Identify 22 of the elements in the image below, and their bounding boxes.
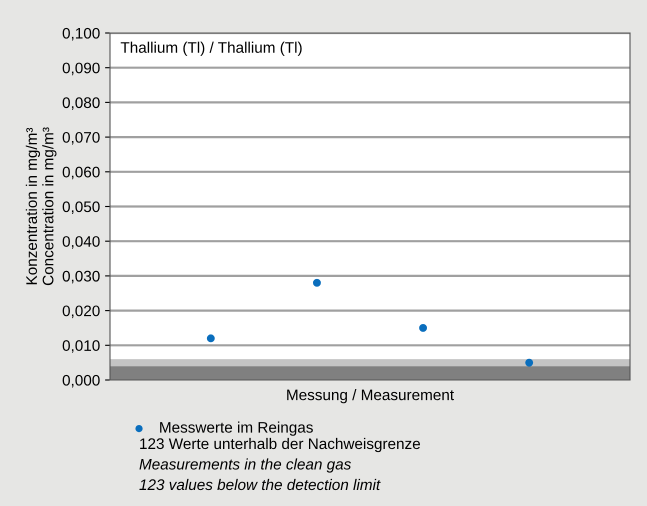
point bbox=[419, 324, 428, 332]
text: Thallium (Tl) / Thallium (Tl) bbox=[120, 42, 302, 56]
text: 123 Werte unterhalb der Nachweisgrenze bbox=[140, 438, 420, 452]
y-tick-label: 0,040 bbox=[62, 236, 100, 249]
y-tick-label: 0,100 bbox=[62, 28, 100, 40]
y-tick-label: 0,070 bbox=[62, 132, 100, 145]
y-tick-label: 0,090 bbox=[62, 62, 100, 76]
point bbox=[525, 358, 534, 367]
y-axis-title: Konzentration in mg/m³ Concentration in mg/m³ bbox=[26, 127, 56, 286]
point bbox=[206, 334, 215, 342]
y-tick-label: 0,060 bbox=[62, 166, 100, 180]
legend-label: Messwerte im Reingas bbox=[160, 422, 313, 436]
y-tick-label: 0,000 bbox=[62, 374, 100, 388]
y-tick-label: 0,010 bbox=[62, 340, 100, 353]
text: 123 values below the detection limit bbox=[139, 478, 381, 490]
y-tick-label: 0,080 bbox=[62, 97, 100, 110]
x-axis-title: Messung / Measurement bbox=[287, 389, 454, 404]
y-tick-label: 0,020 bbox=[62, 305, 100, 318]
y-tick-label: 0,050 bbox=[62, 201, 100, 214]
y-tick-label: 0,030 bbox=[62, 270, 100, 284]
point bbox=[312, 278, 321, 287]
text: Measurements in the clean gas bbox=[139, 458, 351, 473]
